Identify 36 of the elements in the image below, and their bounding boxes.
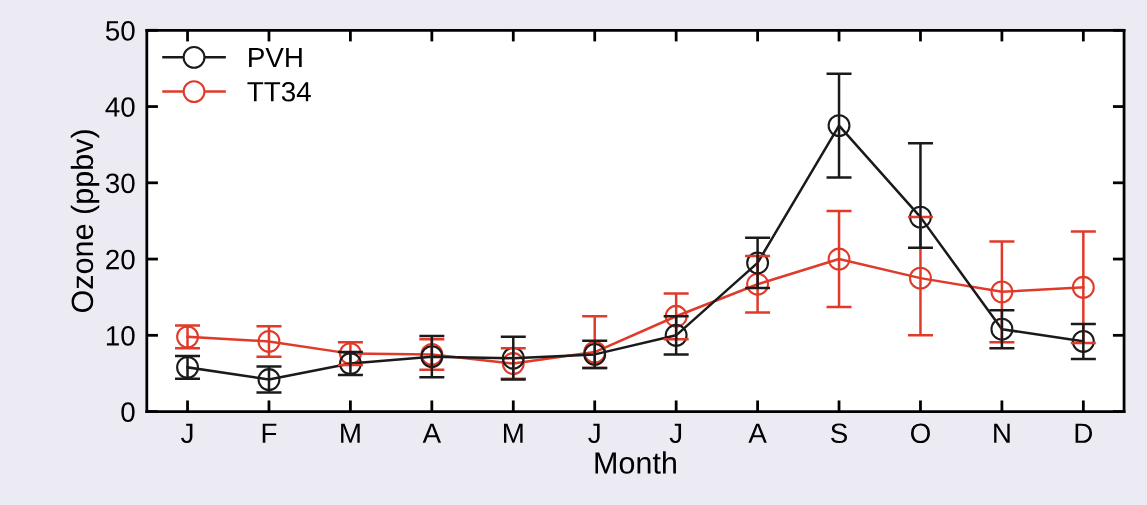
x-tick-label: J bbox=[669, 423, 682, 444]
x-tick-label: A bbox=[748, 423, 767, 443]
point bbox=[664, 323, 688, 347]
x-tick-label: J bbox=[588, 423, 600, 444]
point bbox=[827, 114, 851, 138]
point bbox=[990, 280, 1014, 304]
point bbox=[909, 266, 932, 290]
point bbox=[990, 317, 1014, 341]
legend-label: PVH bbox=[249, 47, 302, 68]
y-tick-label: 20 bbox=[106, 249, 135, 270]
x-axis-title: Month bbox=[595, 451, 676, 474]
y-tick-label: 40 bbox=[105, 97, 135, 117]
point bbox=[664, 304, 688, 328]
point bbox=[1071, 275, 1095, 299]
x-tick-label: N bbox=[994, 423, 1010, 443]
x-tick-label: O bbox=[910, 423, 930, 444]
x-tick-label: A bbox=[422, 423, 442, 443]
point bbox=[746, 251, 770, 275]
x-tick-label: S bbox=[831, 423, 848, 444]
point bbox=[827, 247, 851, 271]
point bbox=[501, 352, 525, 375]
point bbox=[1071, 329, 1095, 353]
y-tick-label: 30 bbox=[105, 173, 135, 194]
x-tick-label: M bbox=[341, 423, 360, 443]
x-tick-label: M bbox=[503, 423, 523, 443]
x-tick-label: F bbox=[262, 423, 277, 443]
x-tick-label: D bbox=[1075, 423, 1093, 443]
legend-label: TT34 bbox=[247, 81, 311, 102]
y-tick-label: 50 bbox=[105, 20, 135, 41]
point bbox=[909, 205, 932, 229]
point bbox=[746, 272, 770, 296]
y-tick-label: 10 bbox=[106, 325, 135, 346]
y-tick-label: 0 bbox=[121, 402, 135, 422]
point bbox=[257, 329, 281, 353]
y-axis-title: Ozone (ppbv) bbox=[70, 130, 100, 313]
x-tick-label: J bbox=[181, 423, 193, 444]
